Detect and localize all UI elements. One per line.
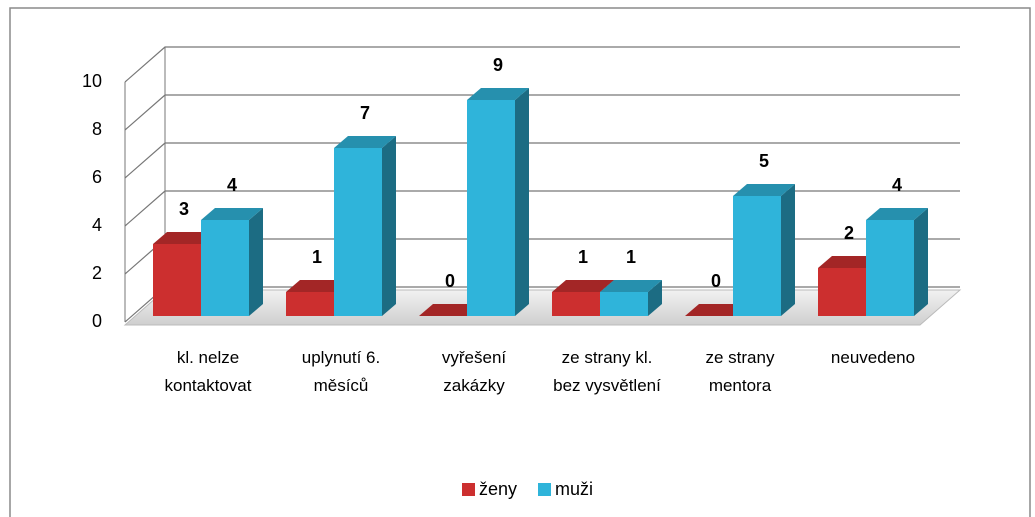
bar-top <box>153 232 215 244</box>
value-label: 7 <box>360 103 370 123</box>
bar-front <box>600 292 648 316</box>
bar <box>600 280 662 316</box>
bar <box>733 184 795 316</box>
value-label: 2 <box>844 223 854 243</box>
grid-line <box>124 94 960 131</box>
y-tick-label: 2 <box>92 263 102 283</box>
bar-top <box>818 256 880 268</box>
bar-top <box>467 88 529 100</box>
bar-front <box>334 148 382 316</box>
x-tick-label: kl. nelze kontaktovat <box>164 348 252 395</box>
value-label: 0 <box>445 271 455 291</box>
legend-label: ženy <box>479 479 517 499</box>
bar-front <box>286 292 334 316</box>
value-label: 5 <box>759 151 769 171</box>
bar-front <box>866 220 914 316</box>
bar-front <box>552 292 600 316</box>
y-tick-label: 0 <box>92 311 102 331</box>
value-label: 0 <box>711 271 721 291</box>
bar-front <box>733 196 781 316</box>
bar <box>419 304 481 316</box>
y-tick-label: 4 <box>92 215 102 235</box>
value-label: 4 <box>227 175 237 195</box>
bar <box>467 88 529 316</box>
x-tick-label: uplynutí 6. měsíců <box>301 348 381 395</box>
bar-side <box>382 136 396 316</box>
value-label: 1 <box>578 247 588 267</box>
bar <box>685 304 747 316</box>
bar-front <box>153 244 201 316</box>
legend-swatch <box>538 483 551 496</box>
bar <box>866 208 928 316</box>
bar-top <box>201 208 263 220</box>
bar-front <box>467 100 515 316</box>
y-tick-label: 8 <box>92 119 102 139</box>
bar-side <box>914 208 928 316</box>
bar-top <box>286 280 348 292</box>
y-tick-label: 10 <box>82 71 102 91</box>
value-label: 9 <box>493 55 503 75</box>
bar-top <box>334 136 396 148</box>
x-tick-label: ze strany mentora <box>705 348 775 395</box>
grid-line <box>124 46 960 83</box>
legend-label: muži <box>555 479 593 499</box>
x-tick-label: vyřešení zakázky <box>441 348 507 395</box>
value-label: 4 <box>892 175 902 195</box>
bar-side <box>249 208 263 316</box>
bar-top <box>866 208 928 220</box>
value-label: 3 <box>179 199 189 219</box>
bar-top <box>552 280 614 292</box>
bar-side <box>515 88 529 316</box>
bar-side <box>781 184 795 316</box>
bar-top <box>733 184 795 196</box>
value-label: 1 <box>626 247 636 267</box>
bar <box>334 136 396 316</box>
legend-swatch <box>462 483 475 496</box>
value-label: 1 <box>312 247 322 267</box>
bar-top <box>685 304 747 316</box>
grid-line <box>124 142 960 179</box>
bar-top <box>419 304 481 316</box>
bar-top <box>600 280 662 292</box>
bar-front <box>201 220 249 316</box>
frame <box>9 7 1031 517</box>
x-tick-label: ze strany kl. bez vysvětlení <box>553 348 661 395</box>
bar <box>201 208 263 316</box>
bar-front <box>818 268 866 316</box>
y-tick-label: 6 <box>92 167 102 187</box>
x-tick-label: neuvedeno <box>830 348 916 367</box>
